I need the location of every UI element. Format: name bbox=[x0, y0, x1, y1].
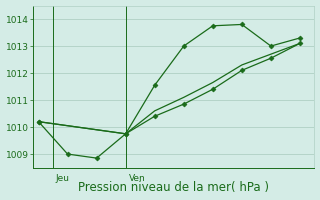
Text: Ven: Ven bbox=[129, 174, 145, 183]
X-axis label: Pression niveau de la mer( hPa ): Pression niveau de la mer( hPa ) bbox=[78, 181, 269, 194]
Text: Jeu: Jeu bbox=[56, 174, 70, 183]
